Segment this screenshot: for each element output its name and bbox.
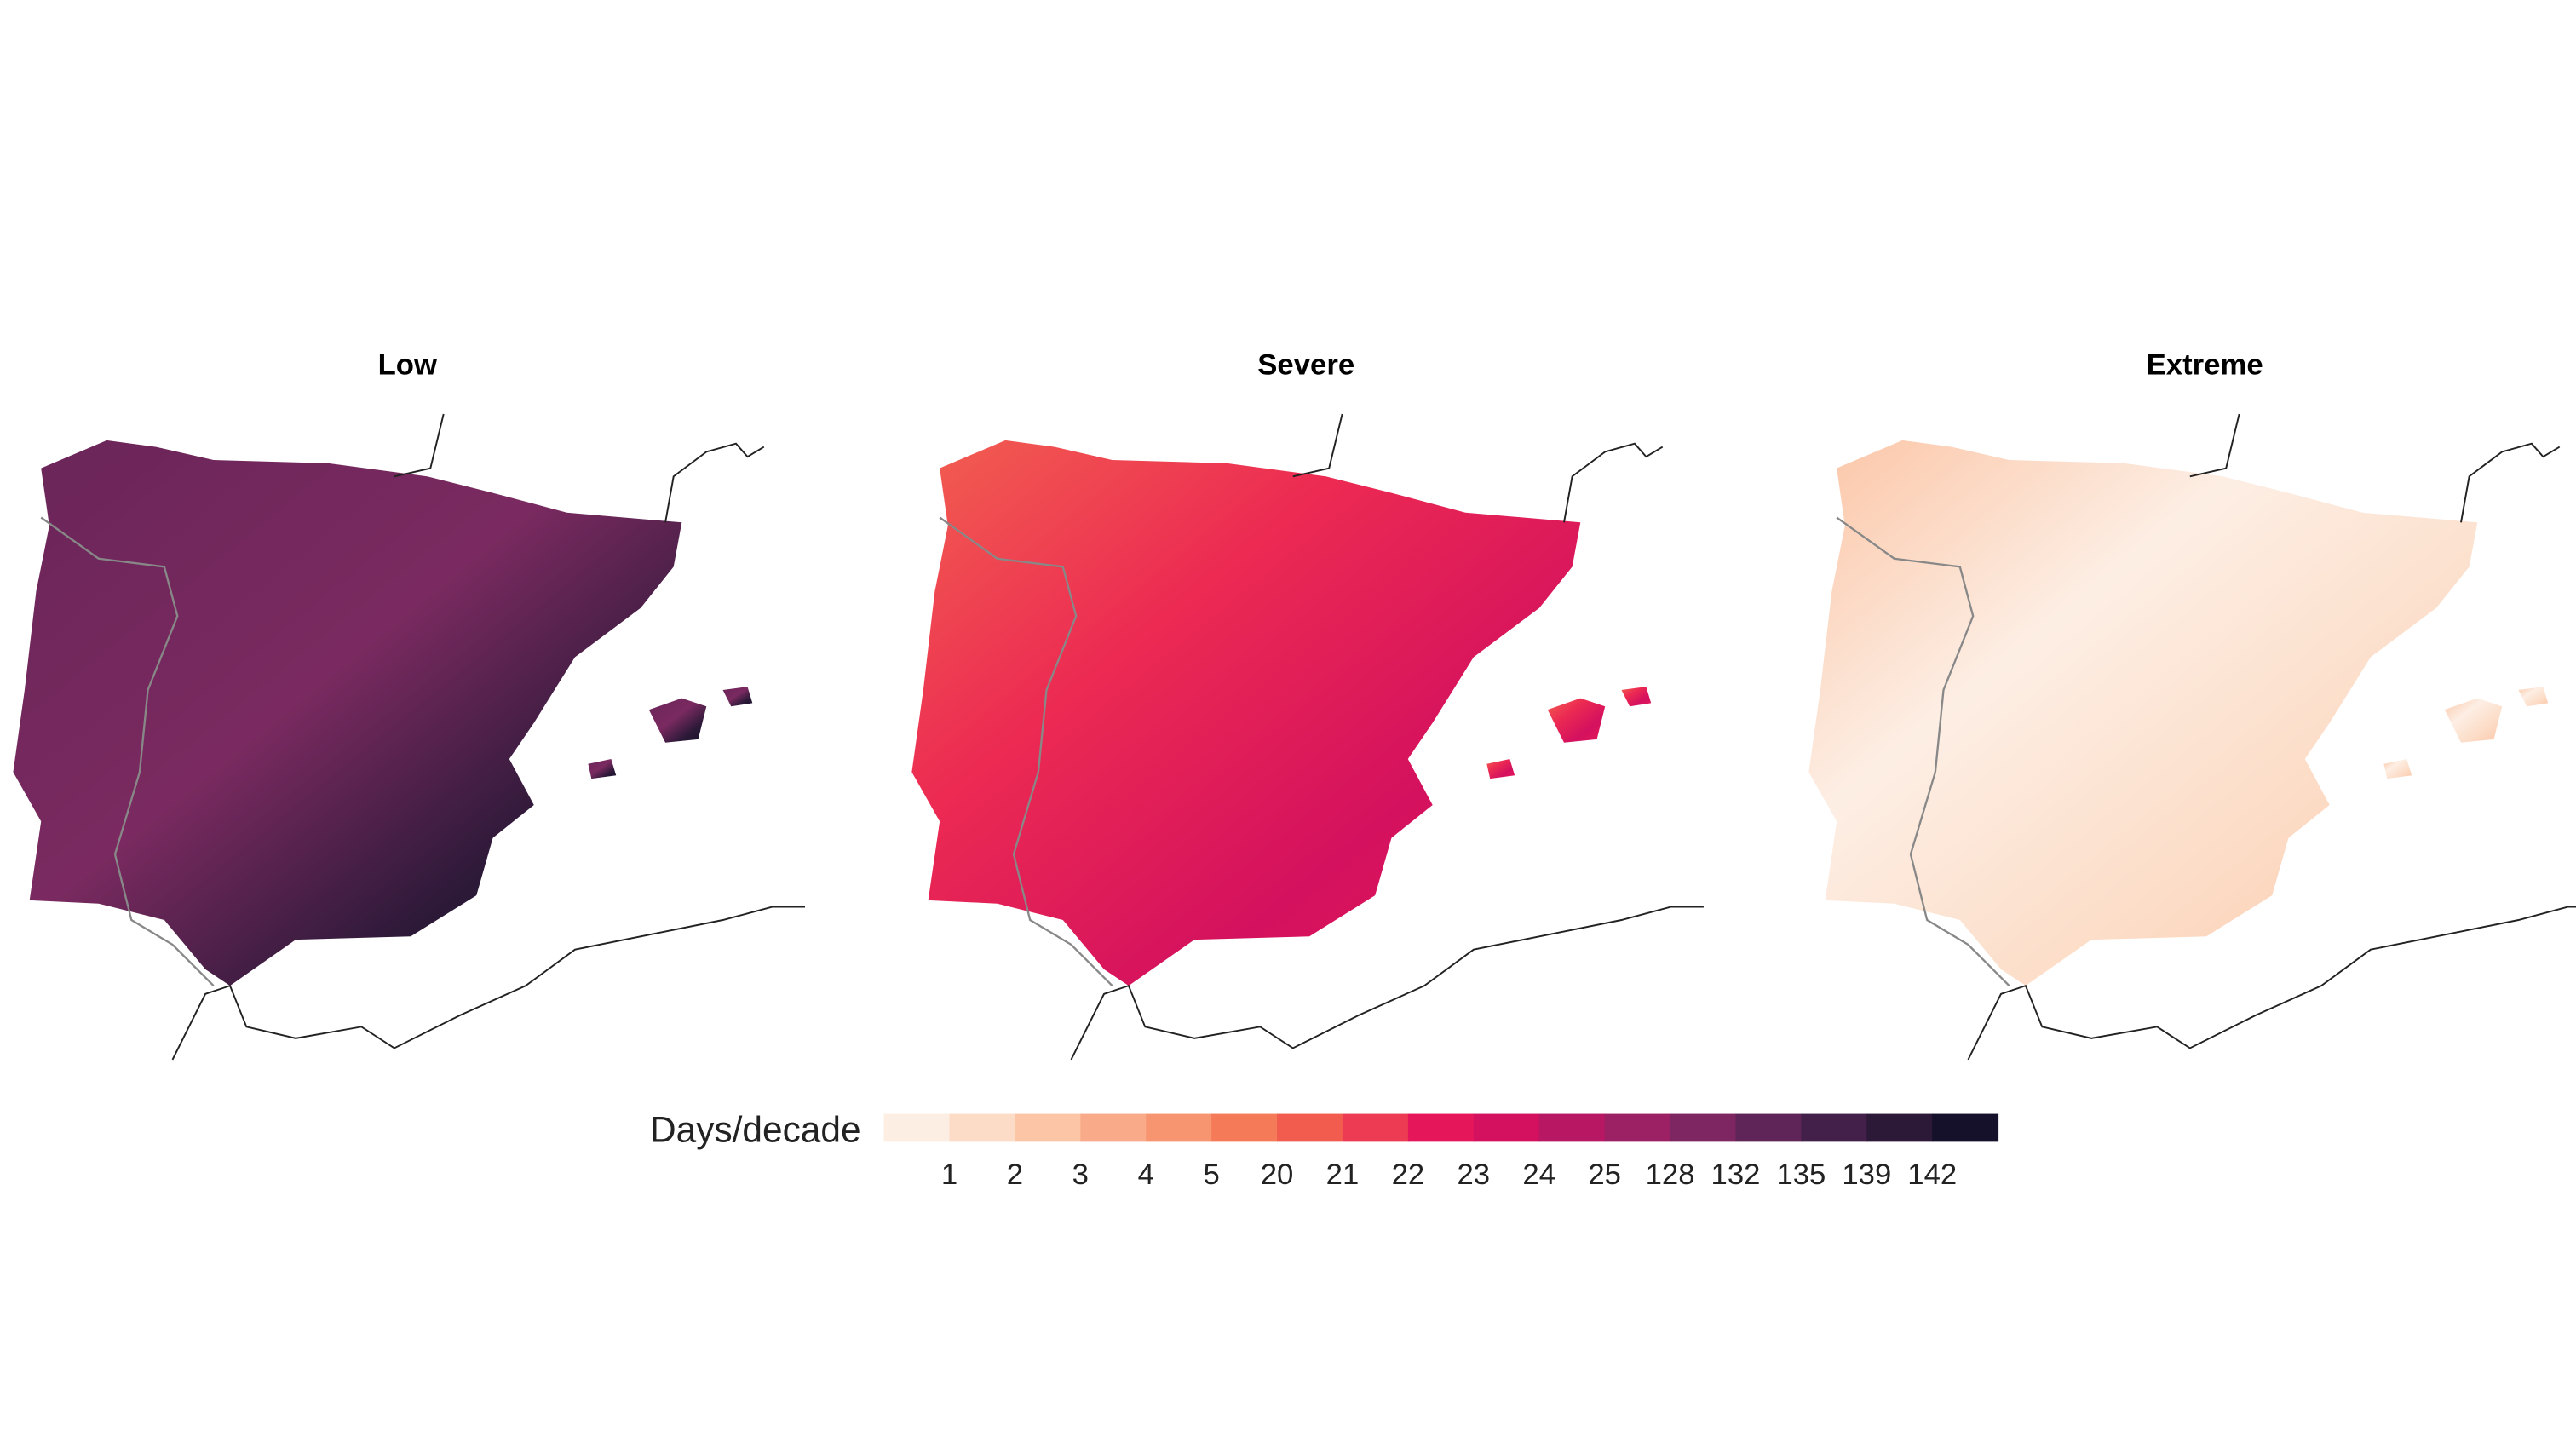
legend-swatch	[1604, 1113, 1671, 1142]
legend-label: 22	[1392, 1159, 1425, 1191]
map-extreme	[1808, 412, 2576, 1061]
legend-label: 142	[1907, 1159, 1957, 1191]
legend-swatch	[1735, 1113, 1803, 1142]
legend-swatch	[1080, 1113, 1147, 1142]
panel-title: Extreme	[2147, 349, 2263, 382]
legend-swatch	[1670, 1113, 1737, 1142]
legend-swatch	[1015, 1113, 1082, 1142]
map-low	[13, 412, 807, 1061]
legend-label: 20	[1261, 1159, 1294, 1191]
legend-label: 23	[1458, 1159, 1491, 1191]
legend-swatch	[1932, 1113, 1999, 1142]
legend-swatch	[883, 1113, 951, 1142]
legend-swatch	[949, 1113, 1016, 1142]
map-severe	[911, 412, 1705, 1061]
legend-swatch	[1407, 1113, 1475, 1142]
legend-label: 139	[1842, 1159, 1891, 1191]
legend-label: 3	[1072, 1159, 1089, 1191]
legend-swatch	[1538, 1113, 1606, 1142]
legend-label: 4	[1138, 1159, 1154, 1191]
legend-label: 25	[1588, 1159, 1621, 1191]
legend-label: 1	[941, 1159, 957, 1191]
legend-label: 21	[1326, 1159, 1360, 1191]
legend-label: 135	[1776, 1159, 1826, 1191]
panel-title: Low	[378, 349, 438, 382]
legend-swatch	[1801, 1113, 1868, 1142]
legend-label: 5	[1203, 1159, 1219, 1191]
legend-label: 128	[1646, 1159, 1695, 1191]
legend-swatch	[1473, 1113, 1540, 1142]
legend-swatch	[1866, 1113, 1934, 1142]
legend-swatch	[1211, 1113, 1279, 1142]
legend-label: 24	[1522, 1159, 1555, 1191]
legend-label: 132	[1711, 1159, 1761, 1191]
legend-label: 2	[1007, 1159, 1023, 1191]
legend-title: Days/decade	[650, 1109, 861, 1149]
legend-swatch	[1146, 1113, 1213, 1142]
legend-swatch	[1342, 1113, 1409, 1142]
panel-title: Severe	[1257, 349, 1354, 382]
legend-swatch	[1277, 1113, 1343, 1142]
